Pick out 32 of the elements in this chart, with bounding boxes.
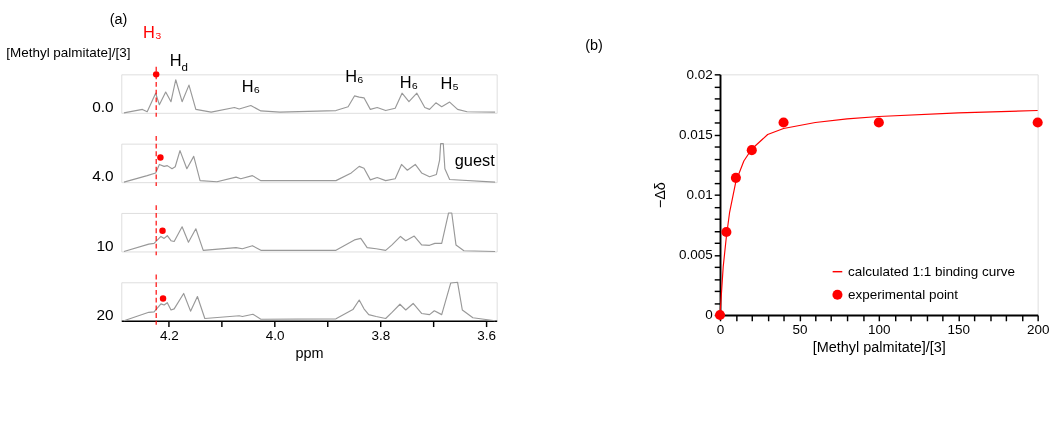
y-tick-label: 0.015 — [679, 126, 713, 142]
x-tick-label: 3.6 — [477, 327, 496, 343]
legend-label: calculated 1:1 binding curve — [848, 263, 1016, 279]
x-tick-label: 0 — [716, 321, 725, 337]
y-tick-label: 0.005 — [679, 247, 713, 263]
annotation: H₆ — [241, 77, 261, 96]
x-tick-label: 50 — [792, 321, 808, 337]
text: [Methyl palmitate]/[3] — [6, 45, 131, 61]
y-tick-label: 0.02 — [686, 66, 713, 82]
y-tick-label: 0 — [705, 307, 713, 323]
series-label: 4.0 — [92, 167, 114, 185]
y-axis-title: −Δδ — [651, 182, 668, 209]
x-axis-title: ppm — [295, 344, 324, 361]
x-tick-label: 3.8 — [371, 327, 391, 343]
annotation: H₅ — [440, 73, 459, 92]
x-axis-title: [Methyl palmitate]/[3] — [812, 339, 946, 356]
x-tick-label: 4.0 — [265, 327, 285, 343]
series-label: 20 — [96, 305, 114, 323]
series-label: 0.0 — [92, 97, 114, 115]
y-tick-label: 0.01 — [686, 187, 713, 203]
ref-line-label: H₃ — [143, 22, 162, 41]
annotation: H₆ — [345, 67, 364, 86]
annotation: H₆ — [399, 73, 419, 92]
annotation: guest — [454, 150, 496, 169]
x-tick-label: 150 — [947, 321, 970, 337]
legend-label: experimental point — [848, 286, 959, 302]
chart-title: (a) — [109, 11, 128, 28]
x-tick-label: 100 — [868, 321, 891, 337]
x-tick-label: 200 — [1026, 321, 1050, 337]
text: (b) — [585, 37, 603, 54]
x-tick-label: 4.2 — [159, 327, 179, 343]
series-label: 10 — [96, 236, 114, 254]
